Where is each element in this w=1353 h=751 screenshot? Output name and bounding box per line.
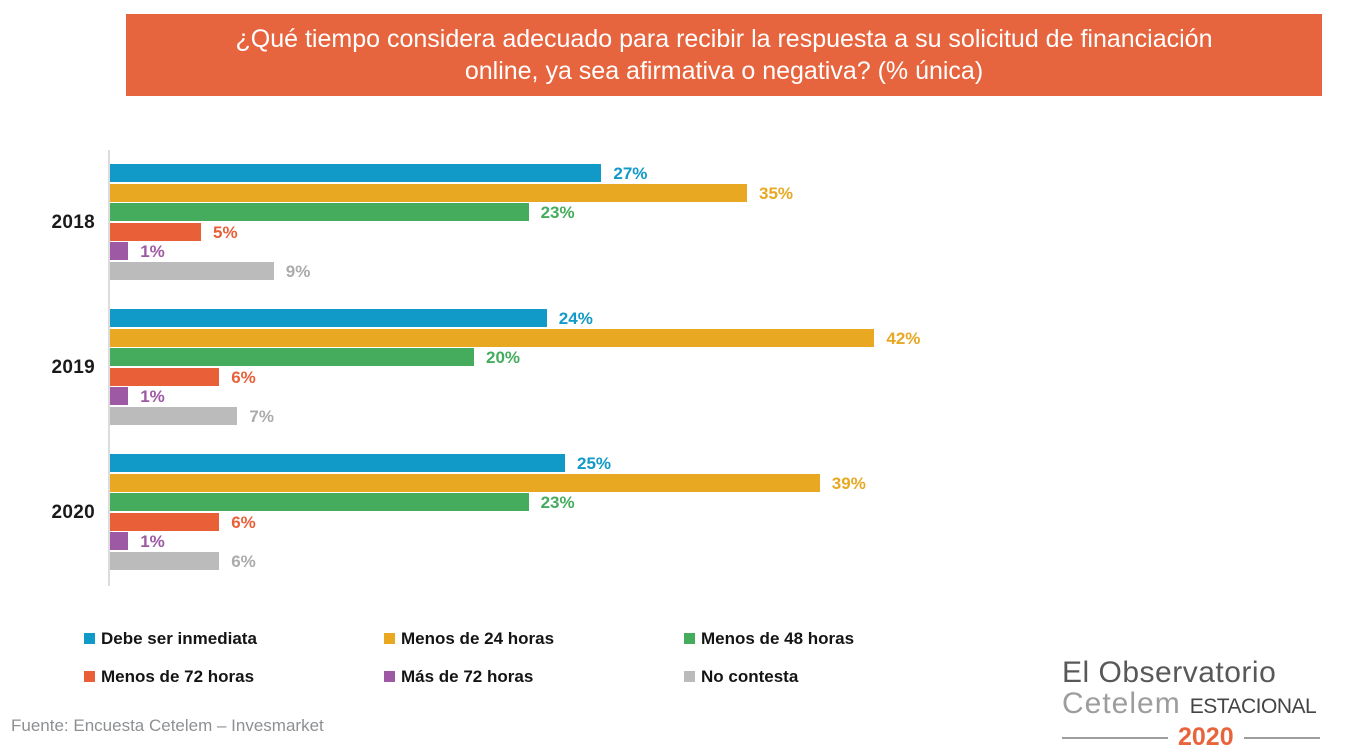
legend-item-menos-de-72-horas: Menos de 72 horas: [84, 666, 384, 687]
bar-value-label: 23%: [540, 203, 575, 222]
bar-value-label: 27%: [613, 164, 648, 183]
legend-label: Más de 72 horas: [401, 666, 534, 686]
bar-2020-más-de-72-horas: [110, 532, 129, 550]
bar-value-label: 6%: [231, 367, 256, 387]
bar-2019-debe-ser-inmediata: [110, 309, 547, 327]
legend-swatch: [684, 671, 695, 682]
logo-year: 2020: [1178, 723, 1234, 751]
chart-legend: Debe ser inmediata Menos de 24 horas Menos…: [84, 628, 1004, 687]
legend-label: Menos de 48 horas: [701, 628, 855, 648]
logo-rule-left: [1062, 736, 1168, 739]
legend-swatch: [384, 633, 395, 644]
legend-item-menos-de-48-horas: Menos de 48 horas: [684, 628, 1004, 649]
year-label: 2020: [51, 502, 95, 523]
bar-2020-debe-ser-inmediata: [110, 454, 565, 472]
bar-2020-menos-de-24-horas: [110, 473, 820, 492]
bar-value-label: 1%: [140, 387, 165, 406]
legend-swatch: [84, 671, 95, 682]
bar-2020-menos-de-48-horas: [110, 493, 529, 511]
bar-value-label: 24%: [558, 309, 593, 328]
year-label: 2018: [51, 212, 95, 233]
bar-2018-más-de-72-horas: [110, 242, 129, 260]
bar-value-label: 42%: [886, 328, 921, 348]
chart-title-banner: ¿Qué tiempo considera adecuado para reci…: [126, 14, 1322, 96]
bar-2018-debe-ser-inmediata: [110, 164, 602, 182]
bar-value-label: 25%: [577, 454, 612, 473]
source-note: Fuente: Encuesta Cetelem – Invesmarket: [11, 716, 324, 735]
bar-value-label: 35%: [759, 183, 794, 203]
legend-label: Debe ser inmediata: [101, 628, 257, 648]
chart-group-2019: 2019 24% 42% 20% 6% 1% 7%: [0, 309, 1353, 426]
bar-value-label: 6%: [231, 551, 256, 571]
bar-2019-menos-de-48-horas: [110, 348, 474, 366]
chart-group-2020: 2020 25% 39% 23% 6% 1% 6%: [0, 454, 1353, 571]
legend-item-más-de-72-horas: Más de 72 horas: [384, 666, 684, 687]
bar-value-label: 23%: [540, 493, 575, 512]
logo-rule-right: [1243, 736, 1320, 739]
bar-value-label: 39%: [831, 473, 866, 493]
logo-line2: Cetelem ESTACIONAL: [1062, 689, 1324, 722]
logo-edition: ESTACIONAL: [1189, 695, 1317, 718]
bar-2019-menos-de-24-horas: [110, 328, 875, 347]
legend-item-menos-de-24-horas: Menos de 24 horas: [384, 628, 684, 649]
observatorio-cetelem-logo: El Observatorio Cetelem ESTACIONAL 2020: [1062, 658, 1324, 750]
bar-value-label: 20%: [486, 348, 521, 367]
bar-value-label: 1%: [140, 532, 165, 551]
bar-2018-menos-de-48-horas: [110, 203, 529, 221]
logo-brand: Cetelem: [1062, 687, 1181, 720]
bar-2018-menos-de-24-horas: [110, 183, 747, 202]
bar-2018-no-contesta: [110, 261, 274, 280]
logo-line1: El Observatorio: [1062, 656, 1277, 689]
bar-2019-más-de-72-horas: [110, 387, 129, 405]
bar-value-label: 6%: [231, 512, 256, 532]
bar-2019-no-contesta: [110, 406, 238, 425]
legend-swatch: [84, 633, 95, 644]
bar-chart: 2018 27% 35% 23% 5% 1% 9% 2019 24% 42% 20% 6% 1% 7% 20…: [0, 150, 1353, 595]
bar-value-label: 9%: [285, 261, 311, 281]
legend-item-no-contesta: No contesta: [684, 666, 1004, 687]
chart-group-2018: 2018 27% 35% 23% 5% 1% 9%: [0, 164, 1353, 281]
bar-2019-menos-de-72-horas: [110, 367, 220, 386]
legend-label: Menos de 24 horas: [401, 628, 555, 648]
bar-value-label: 1%: [140, 242, 165, 261]
legend-item-debe-ser-inmediata: Debe ser inmediata: [84, 628, 384, 649]
chart-title: ¿Qué tiempo considera adecuado para reci…: [235, 25, 1213, 85]
bar-value-label: 7%: [249, 406, 274, 426]
legend-swatch: [684, 633, 695, 644]
y-axis-line: [108, 150, 110, 586]
bar-value-label: 5%: [213, 222, 238, 242]
legend-label: No contesta: [701, 666, 799, 686]
bar-2020-menos-de-72-horas: [110, 512, 220, 531]
bar-2020-no-contesta: [110, 551, 220, 570]
legend-swatch: [384, 671, 395, 682]
logo-year-rule: 2020: [1062, 725, 1324, 750]
year-label: 2019: [51, 357, 95, 378]
legend-label: Menos de 72 horas: [101, 666, 255, 686]
bar-2018-menos-de-72-horas: [110, 222, 201, 241]
